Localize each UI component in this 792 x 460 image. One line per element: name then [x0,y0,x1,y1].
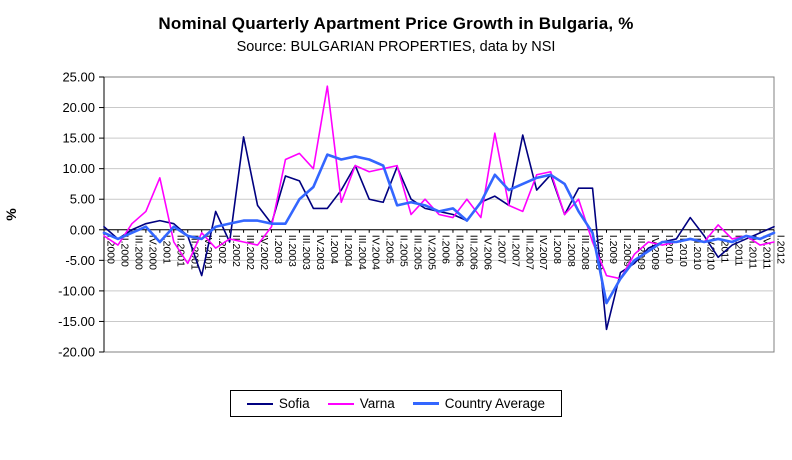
svg-text:I.2009: I.2009 [607,235,619,264]
svg-text:II.2010: II.2010 [677,235,689,267]
svg-text:I.2001: I.2001 [160,235,172,264]
svg-text:IV.2002: IV.2002 [258,235,270,270]
svg-text:I.2003: I.2003 [272,235,284,264]
svg-text:0.00: 0.00 [70,222,95,237]
svg-text:20.00: 20.00 [62,100,95,115]
svg-text:III.2004: III.2004 [356,235,368,270]
svg-text:-20.00: -20.00 [58,345,95,360]
svg-text:II.2002: II.2002 [230,235,242,267]
svg-text:I.2008: I.2008 [551,235,563,264]
chart-subtitle: Source: BULGARIAN PROPERTIES, data by NS… [236,39,556,55]
legend-label: Sofia [278,396,310,411]
svg-text:%: % [3,208,19,221]
svg-text:25.00: 25.00 [62,70,95,85]
chart-area: -20.00 -15.00 -10.00 -5.00 0.00 5.00 10.00 15.0… [0,57,792,384]
legend-line-sample [327,402,354,405]
svg-text:II.2000: II.2000 [118,235,130,267]
svg-text:III.2010: III.2010 [691,235,703,270]
svg-text:II.2005: II.2005 [398,235,410,267]
svg-text:IV.2004: IV.2004 [370,235,382,270]
svg-text:III.2005: III.2005 [412,235,424,270]
legend-box: Sofia Varna Country Average [229,390,563,417]
legend-line-sample [246,402,273,405]
svg-text:III.2000: III.2000 [132,235,144,270]
svg-text:IV.2000: IV.2000 [146,235,158,270]
legend-line-sample [412,402,439,405]
svg-text:I.2012: I.2012 [775,235,787,264]
svg-text:IV.2005: IV.2005 [426,235,438,270]
svg-text:I.2007: I.2007 [495,235,507,264]
legend-label: Varna [359,396,395,411]
svg-text:II.2006: II.2006 [453,235,465,267]
svg-text:III.2009: III.2009 [635,235,647,270]
legend-label: Country Average [444,396,546,411]
svg-text:III.2011: III.2011 [747,235,759,269]
svg-text:-15.00: -15.00 [58,314,95,329]
svg-text:-5.00: -5.00 [65,253,95,268]
svg-text:I.2005: I.2005 [384,235,396,264]
svg-text:IV.2006: IV.2006 [481,235,493,270]
svg-text:II.2007: II.2007 [509,235,521,267]
svg-text:15.00: 15.00 [62,131,95,146]
svg-text:III.2002: III.2002 [244,235,256,270]
svg-text:II.2004: II.2004 [342,235,354,267]
chart-canvas: -20.00 -15.00 -10.00 -5.00 0.00 5.00 10.00 15.0… [3,70,787,360]
svg-text:IV.2003: IV.2003 [314,235,326,270]
svg-text:I.2002: I.2002 [216,235,228,264]
svg-text:II.2003: II.2003 [286,235,298,267]
svg-text:IV.2011: IV.2011 [761,235,773,270]
legend-item: Sofia [246,396,310,411]
chart-legend: Sofia Varna Country Average [0,390,792,417]
svg-text:III.2008: III.2008 [579,235,591,270]
svg-text:II.2008: II.2008 [565,235,577,267]
svg-text:IV.2007: IV.2007 [537,235,549,270]
svg-text:IV.2010: IV.2010 [705,235,717,270]
svg-text:5.00: 5.00 [70,192,95,207]
svg-text:III.2006: III.2006 [467,235,479,270]
svg-text:I.2006: I.2006 [440,235,452,264]
svg-text:IV.2009: IV.2009 [649,235,661,270]
svg-text:-10.00: -10.00 [58,283,95,298]
chart-title: Nominal Quarterly Apartment Price Growth… [158,14,634,33]
svg-text:III.2003: III.2003 [300,235,312,270]
legend-item: Varna [327,396,395,411]
svg-text:I.2000: I.2000 [105,235,117,264]
svg-text:II.2009: II.2009 [621,235,633,267]
svg-text:I.2004: I.2004 [328,235,340,264]
svg-text:10.00: 10.00 [62,161,95,176]
legend-item: Country Average [412,396,546,411]
svg-text:III.2007: III.2007 [523,235,535,270]
